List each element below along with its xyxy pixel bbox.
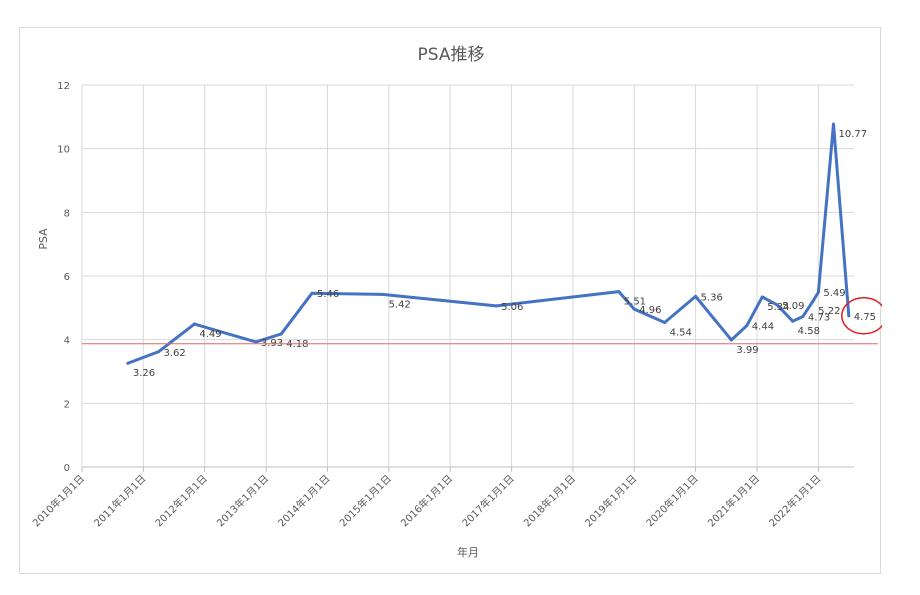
series-layer: 3.263.624.493.93 4.185.465.42 5.06 5.514.96…: [126, 122, 876, 379]
data-point: [126, 361, 130, 365]
data-label: 3.99: [736, 345, 758, 356]
data-point: [775, 303, 779, 307]
data-label: 5.34: [767, 302, 789, 313]
data-point: [801, 314, 805, 318]
x-axis-title: 年月: [457, 545, 479, 559]
x-tick-label: 2012年1月1日: [152, 472, 209, 529]
data-label: 3.62: [163, 348, 185, 359]
data-point: [310, 291, 314, 295]
x-tick-label: 2020年1月1日: [643, 472, 700, 529]
data-point: [632, 307, 636, 311]
y-tick-label: 8: [64, 208, 70, 219]
y-tick-label: 10: [57, 145, 70, 156]
data-point: [847, 314, 851, 318]
annotation-layer: [82, 297, 882, 345]
data-label: 5.22: [818, 306, 840, 317]
data-point: [192, 322, 196, 326]
data-label: 4.96: [639, 305, 661, 316]
chart-title: PSA推移: [418, 45, 485, 65]
x-tick-label: 2013年1月1日: [214, 472, 271, 529]
data-point: [791, 319, 795, 323]
data-label: 10.77: [839, 129, 868, 140]
data-point: [760, 295, 764, 299]
data-label: 4.75: [854, 312, 876, 323]
data-point: [254, 340, 258, 344]
x-tick-label: 2015年1月1日: [336, 472, 393, 529]
x-tick-label: 2021年1月1日: [705, 472, 762, 529]
y-tick-label: 12: [57, 81, 70, 92]
x-tick-label: 2022年1月1日: [766, 472, 823, 529]
data-point: [745, 324, 749, 328]
highlight-circle: [841, 297, 882, 335]
data-label: 5.49: [823, 288, 845, 299]
data-point: [382, 292, 386, 296]
data-point: [811, 299, 815, 303]
data-point: [694, 294, 698, 298]
x-tick-label: 2018年1月1日: [521, 472, 578, 529]
y-tick-label: 0: [64, 463, 70, 474]
y-axis-ticks: 0 2 4 6 8 10 12: [57, 81, 70, 474]
data-point: [832, 122, 836, 126]
x-tick-label: 2014年1月1日: [275, 472, 332, 529]
y-tick-label: 4: [64, 336, 70, 347]
y-tick-label: 6: [64, 272, 70, 283]
data-label: 4.73: [808, 312, 830, 323]
y-tick-label: 2: [64, 399, 70, 410]
data-point: [663, 320, 667, 324]
data-label: 5.46: [317, 289, 339, 300]
x-tick-label: 2017年1月1日: [459, 472, 516, 529]
data-point: [729, 338, 733, 342]
data-label: 5.51: [624, 297, 646, 308]
data-label: 3.26: [133, 368, 155, 379]
x-tick-label: 2016年1月1日: [398, 472, 455, 529]
x-tick-label: 2019年1月1日: [582, 472, 639, 529]
data-label: 5.06: [501, 302, 523, 313]
chart-frame: PSA推移 0 2 4 6 8 10 12 2010年1月1日 2011年1月1日 2012年1…: [19, 27, 882, 574]
data-point: [816, 290, 820, 294]
data-point: [494, 304, 498, 308]
data-label: 4.54: [670, 327, 692, 338]
gridlines: [81, 84, 854, 472]
data-label: 4.44: [752, 322, 774, 333]
psa-series-line: [126, 122, 851, 365]
x-axis-ticks: 2010年1月1日 2011年1月1日 2012年1月1日 2013年1月1日 2014…: [30, 472, 824, 529]
x-tick-label: 2010年1月1日: [30, 472, 87, 529]
data-point: [156, 350, 160, 354]
data-label: 5.09: [782, 301, 804, 312]
data-label: 4.49: [199, 329, 221, 340]
data-label: 5.36: [701, 292, 723, 303]
y-axis-title: PSA: [37, 228, 50, 250]
data-label: 4.58: [798, 326, 820, 337]
data-label: 5.42: [389, 299, 411, 310]
data-label: 4.18: [286, 339, 308, 350]
data-point: [617, 290, 621, 294]
data-point: [279, 332, 283, 336]
psa-line-chart: PSA推移 0 2 4 6 8 10 12 2010年1月1日 2011年1月1日 2012年1…: [30, 45, 882, 559]
x-tick-label: 2011年1月1日: [91, 472, 148, 529]
